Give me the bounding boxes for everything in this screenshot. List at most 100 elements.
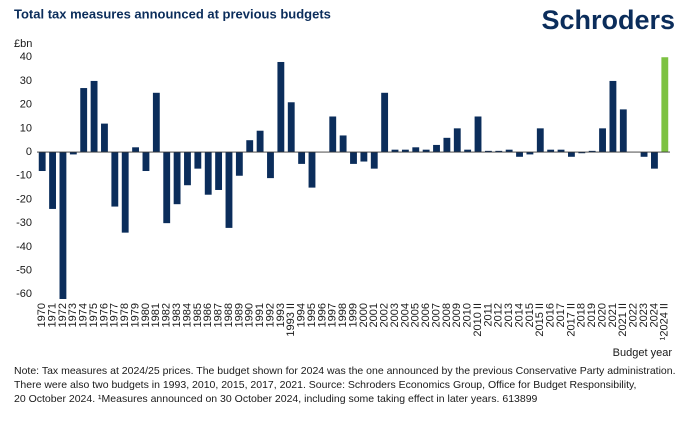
x-tick-label: 1994 [296, 303, 308, 327]
bar [235, 152, 243, 176]
x-tick-label: 2004 [399, 303, 411, 327]
x-tick-label: 1987 [213, 303, 225, 327]
x-tick-label: 2017 [555, 303, 567, 327]
bar [484, 150, 492, 153]
bar [246, 140, 254, 153]
bar [412, 147, 420, 153]
x-tick-label: 2005 [410, 303, 422, 327]
x-tick-label: 2019 [586, 303, 598, 327]
bar [464, 149, 472, 153]
x-tick-label: 1988 [223, 303, 235, 327]
x-tick-label: 1993 [275, 303, 287, 327]
bar [142, 152, 150, 172]
bar [163, 152, 171, 224]
y-tick-label: 0 [26, 146, 32, 158]
bar [184, 152, 191, 186]
note: Note: Tax measures at 2024/25 prices. Th… [14, 365, 676, 377]
bar [215, 152, 223, 190]
x-tick-label: 1980 [140, 303, 152, 327]
y-tick-label: 40 [20, 51, 32, 63]
bar [599, 128, 606, 153]
x-tick-label: 1979 [129, 303, 141, 327]
y-tick-label: 20 [20, 99, 32, 111]
x-tick-label: 1990 [244, 303, 256, 327]
bar [111, 152, 119, 207]
bar [433, 144, 440, 153]
bar [121, 152, 129, 233]
x-tick-label: 1992 [264, 303, 276, 327]
x-tick-label: 2015 II [534, 303, 546, 337]
x-tick-label: 2000 [358, 303, 370, 327]
x-tick-label: 2020 [596, 303, 608, 327]
bar [370, 152, 378, 169]
bar [495, 150, 503, 153]
bar [557, 149, 565, 153]
y-tick-label: -50 [16, 264, 32, 276]
bar [225, 152, 233, 228]
x-tick-label: 2002 [379, 303, 391, 327]
y-tick-label: -20 [16, 193, 32, 205]
x-tick-label: 1996 [316, 303, 328, 327]
x-tick-label: 2017 II [565, 303, 577, 337]
y-tick-label: -60 [16, 288, 32, 300]
x-tick-label: 2008 [441, 303, 453, 327]
x-tick-label: 2016 [545, 303, 557, 327]
brand-logo: Schroders [541, 5, 675, 35]
bar [453, 128, 461, 153]
x-tick-label: 1985 [192, 303, 204, 327]
x-tick-label: 2007 [430, 303, 442, 327]
x-tick-label: 1989 [233, 303, 245, 327]
bar [381, 92, 389, 153]
y-tick-label: -30 [16, 217, 32, 229]
x-tick-label: 2015 [524, 303, 536, 327]
bar [609, 80, 617, 153]
bar [661, 57, 669, 153]
x-tick-label: 1995 [306, 303, 318, 327]
bar [298, 152, 306, 164]
bar [69, 152, 77, 155]
bar [152, 92, 160, 153]
bar [360, 152, 368, 162]
bar [619, 109, 627, 153]
x-tick-label: 2014 [513, 303, 525, 327]
x-tick-label: 2003 [389, 303, 401, 327]
x-tick-label: 2006 [420, 303, 432, 327]
x-tick-label: 1999 [347, 303, 359, 327]
x-tick-label: 2012 [493, 303, 505, 327]
x-tick-label: 2011 [482, 303, 494, 327]
x-tick-label: 1975 [88, 303, 100, 327]
x-tick-label: 1981 [150, 303, 162, 327]
bar [38, 152, 46, 172]
y-axis-label: £bn [14, 38, 32, 50]
x-tick-label: 1983 [171, 303, 183, 327]
x-tick-label: 2018 [576, 303, 588, 327]
bar [339, 135, 347, 153]
x-tick-label: 2024 [648, 303, 660, 327]
bar [505, 149, 513, 153]
y-tick-label: -40 [16, 241, 32, 253]
bar [287, 102, 295, 153]
x-tick-label: 1978 [119, 303, 131, 327]
bar [578, 152, 586, 154]
x-tick-label: 1993 II [285, 303, 297, 337]
x-tick-label: 1997 [327, 303, 339, 327]
bar [49, 152, 56, 209]
bar [204, 152, 212, 195]
x-tick-label: 2010 II [472, 303, 484, 337]
bar [59, 152, 67, 299]
x-tick-label: 1972 [57, 303, 69, 327]
bar [651, 152, 658, 169]
x-tick-label: 2013 [503, 303, 515, 327]
x-tick-label: 1973 [67, 303, 79, 327]
x-tick-label: 1991 [254, 303, 266, 327]
x-tick-label: 2022 [628, 303, 640, 327]
y-tick-label: -10 [16, 170, 32, 182]
x-tick-label: 1986 [202, 303, 214, 327]
x-axis-label: Budget year [613, 347, 673, 359]
x-tick-label: 1977 [109, 303, 121, 327]
x-tick-label: 2021 [607, 303, 619, 327]
bar [132, 147, 140, 153]
bar [547, 149, 555, 153]
x-tick-label: 1971 [46, 303, 58, 327]
y-tick-label: 10 [20, 122, 32, 134]
